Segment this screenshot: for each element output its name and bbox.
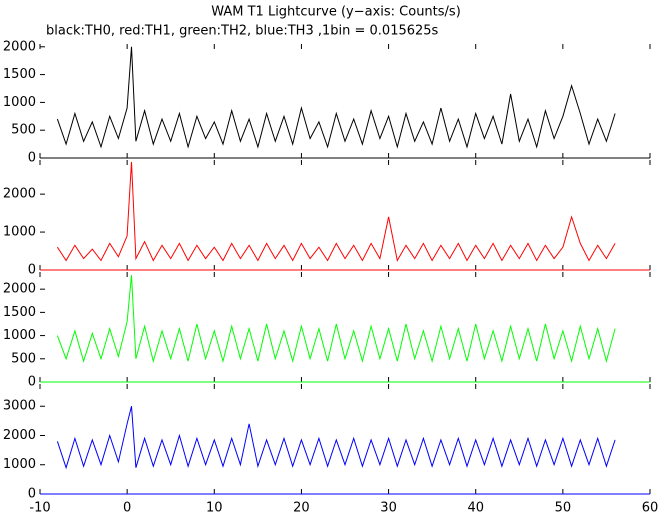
y-tick-label: 2000 — [3, 187, 36, 202]
y-tick-label: 2000 — [3, 39, 36, 54]
y-tick-label: 0 — [28, 375, 36, 390]
lightcurve — [56, 275, 616, 364]
y-tick-label: 3000 — [3, 399, 36, 414]
y-tick-label: 0 — [28, 151, 36, 166]
y-tick-label: 500 — [11, 351, 36, 366]
x-tick-label: 40 — [467, 501, 484, 515]
y-tick-label: 1000 — [3, 328, 36, 343]
x-tick-label: 30 — [380, 501, 397, 515]
y-tick-label: 1000 — [3, 225, 36, 240]
lightcurve — [56, 161, 616, 262]
y-tick-label: 0 — [28, 263, 36, 278]
y-tick-label: 0 — [28, 487, 36, 502]
y-tick-label: 2000 — [3, 282, 36, 297]
x-tick-label: 60 — [642, 501, 659, 515]
y-tick-label: 1500 — [3, 67, 36, 82]
chart-title: WAM T1 Lightcurve (y−axis: Counts/s) — [211, 5, 461, 20]
lightcurve — [56, 406, 616, 470]
y-tick-label: 1000 — [3, 95, 36, 110]
chart-subtitle: black:TH0, red:TH1, green:TH2, blue:TH3 … — [46, 24, 439, 39]
lightcurve — [56, 46, 616, 149]
x-tick-label: -10 — [29, 501, 50, 515]
x-tick-label: 0 — [123, 501, 131, 515]
y-tick-label: 2000 — [3, 428, 36, 443]
x-tick-label: 50 — [555, 501, 572, 515]
x-tick-label: 10 — [206, 501, 223, 515]
x-tick-label: 20 — [293, 501, 310, 515]
y-tick-label: 1000 — [3, 457, 36, 472]
y-tick-label: 1500 — [3, 305, 36, 320]
y-tick-label: 500 — [11, 123, 36, 138]
